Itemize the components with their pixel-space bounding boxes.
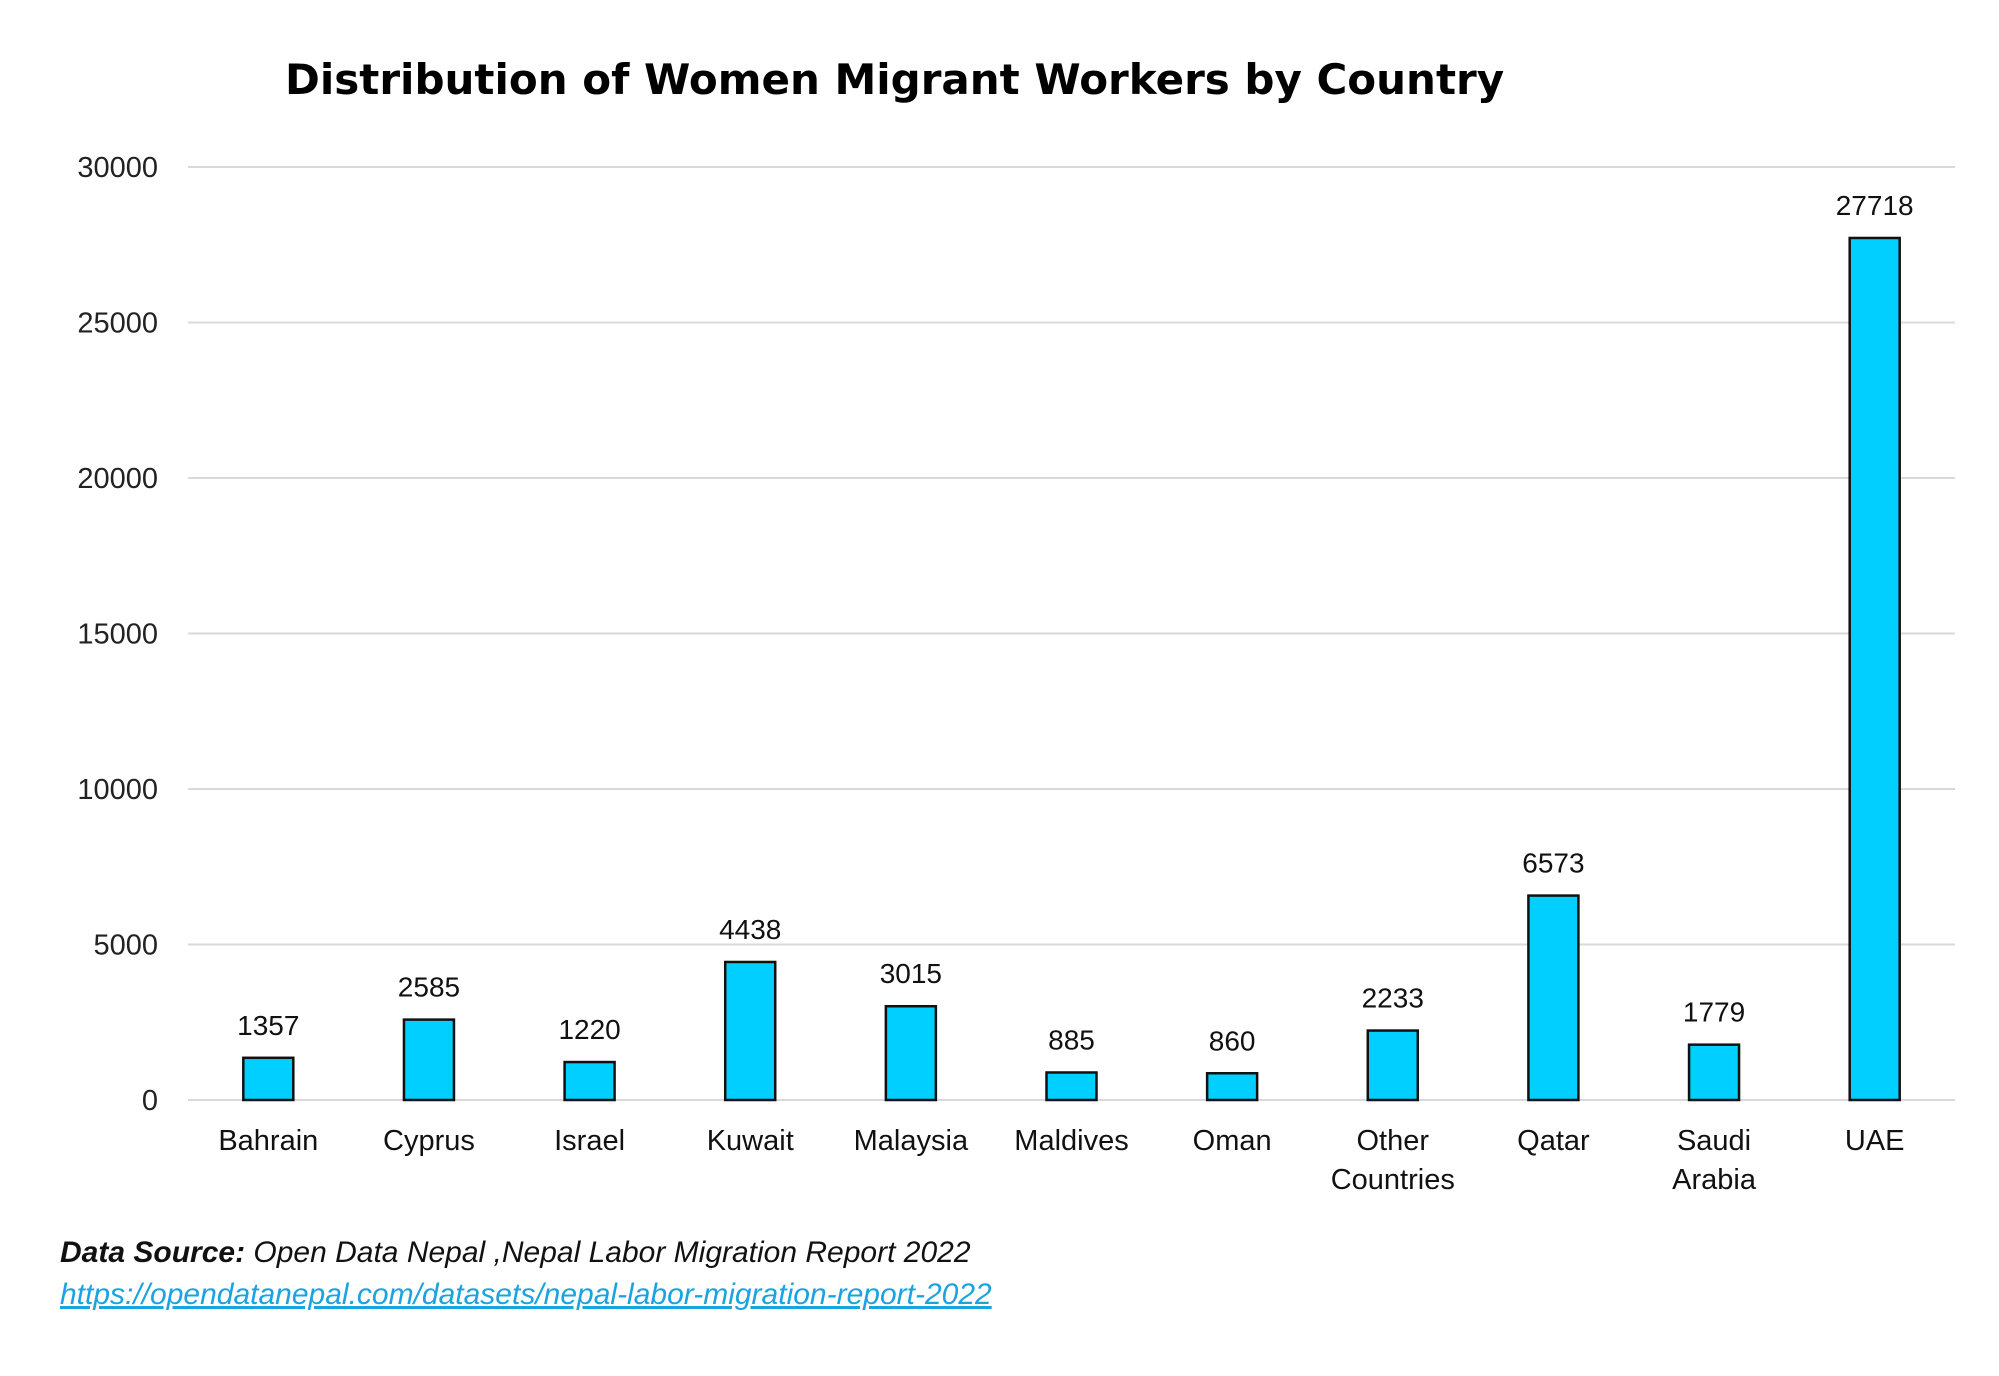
x-tick-label: Qatar: [1517, 1125, 1590, 1157]
data-label: 1357: [237, 1010, 299, 1041]
data-label: 4438: [719, 914, 781, 945]
y-tick-label: 5000: [93, 930, 158, 962]
y-tick-label: 30000: [77, 152, 158, 184]
data-label: 2233: [1362, 983, 1424, 1014]
data-label: 860: [1209, 1025, 1256, 1056]
y-tick-label: 20000: [77, 463, 158, 495]
y-tick-label: 0: [142, 1085, 158, 1117]
y-tick-label: 25000: [77, 308, 158, 340]
x-tick-label: Bahrain: [218, 1125, 318, 1157]
data-label: 3015: [880, 958, 942, 989]
data-labels: 1357 2585 1220 4438 3015 885 860 2233 6573 1779 27…: [237, 190, 1913, 1056]
x-tick-label: Oman: [1193, 1125, 1272, 1157]
bar-chart: Distribution of Women Migrant Workers by…: [77, 55, 1955, 1196]
x-tick-label: Maldives: [1014, 1125, 1128, 1157]
data-label: 27718: [1836, 190, 1914, 221]
bar-uae: [1848, 236, 1901, 1102]
y-axis-ticks: 0 5000 10000 15000 20000 25000 30000: [77, 152, 158, 1117]
x-tick-label: Kuwait: [707, 1125, 794, 1157]
x-tick-label: UAE: [1845, 1125, 1905, 1157]
source-link[interactable]: https://opendatanepal.com/datasets/nepal…: [60, 1278, 992, 1311]
data-label: 2585: [398, 972, 460, 1003]
y-tick-label: 15000: [77, 619, 158, 651]
x-axis-categories: Bahrain Cyprus Israel Kuwait Malaysia Maldive…: [218, 1125, 1904, 1196]
source-line: Data Source: Open Data Nepal ,Nepal Labo…: [60, 1232, 992, 1274]
x-tick-label: Israel: [554, 1125, 625, 1157]
data-label: 885: [1048, 1024, 1095, 1055]
bar-saudi-arabia: [1687, 1043, 1741, 1102]
bar-cyprus: [402, 1018, 456, 1102]
source-label: Data Source:: [60, 1236, 246, 1269]
bar-bahrain: [242, 1056, 295, 1102]
data-source-note: Data Source: Open Data Nepal ,Nepal Labo…: [60, 1232, 992, 1316]
x-tick-label: Malaysia: [854, 1125, 969, 1157]
y-tick-label: 10000: [77, 774, 158, 806]
bar-maldives: [1045, 1071, 1098, 1102]
data-label: 1779: [1683, 997, 1745, 1028]
bar-qatar: [1527, 894, 1580, 1102]
x-tick-label: Saudi Arabia: [1672, 1125, 1757, 1196]
gridlines: [188, 166, 1955, 1101]
bars: [242, 236, 1901, 1102]
chart-title: Distribution of Women Migrant Workers by…: [285, 55, 1504, 104]
x-tick-label: Other Countries: [1331, 1125, 1455, 1196]
data-label: 6573: [1522, 848, 1584, 879]
bar-oman: [1205, 1072, 1259, 1102]
source-text: Open Data Nepal ,Nepal Labor Migration R…: [245, 1236, 971, 1269]
x-tick-label: Cyprus: [383, 1125, 475, 1157]
bar-malaysia: [884, 1004, 938, 1102]
bar-other-countries: [1366, 1029, 1420, 1102]
bar-israel: [563, 1060, 616, 1102]
data-label: 1220: [558, 1014, 620, 1045]
bar-kuwait: [723, 960, 777, 1102]
